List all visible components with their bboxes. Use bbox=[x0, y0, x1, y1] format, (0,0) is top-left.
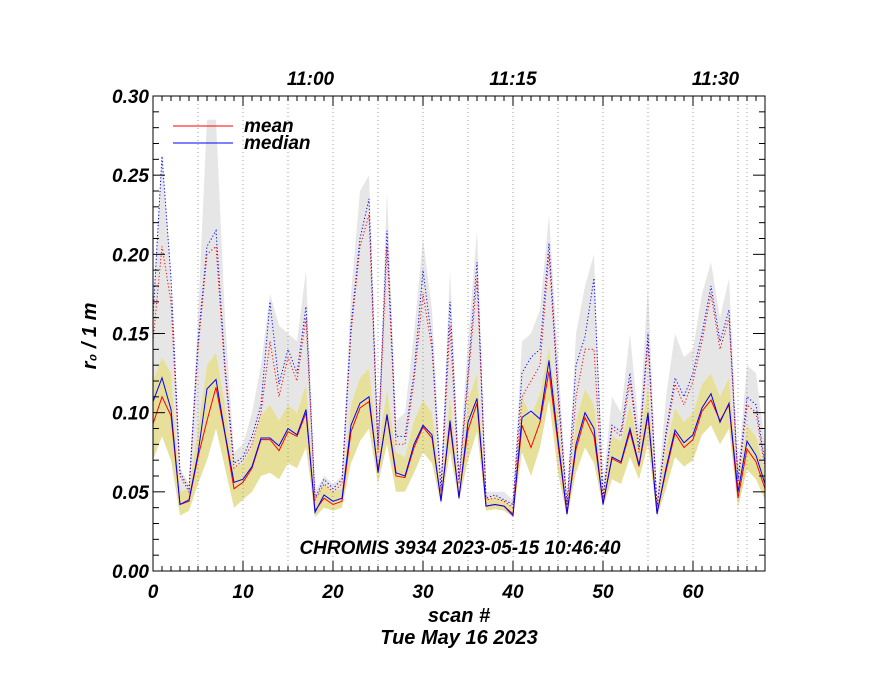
y-tick-label: 0.30 bbox=[112, 87, 149, 108]
x-axis-title: scan # bbox=[428, 605, 491, 627]
y-tick-label: 0.05 bbox=[112, 483, 149, 504]
y-tick-label: 0.00 bbox=[112, 562, 149, 583]
y-tick-label: 0.15 bbox=[112, 325, 149, 346]
y-tick-label: 0.10 bbox=[112, 404, 149, 425]
top-time-label: 11:15 bbox=[489, 69, 537, 90]
x-tick-label: 50 bbox=[592, 582, 614, 603]
spread-bands bbox=[153, 119, 765, 518]
axis-ticks bbox=[152, 95, 766, 572]
axis-tick-labels: 0 10 20 30 40 50 60 0.00 0.05 0.10 0.15 0.20 0.25 0.3… bbox=[112, 87, 704, 603]
band-lower-spread bbox=[153, 346, 765, 518]
x-tick-label: 30 bbox=[412, 582, 434, 603]
top-time-label: 11:30 bbox=[692, 69, 740, 90]
legend-median-label: median bbox=[244, 133, 311, 154]
x-tick-label: 60 bbox=[682, 582, 704, 603]
top-axis-labels: 11:00 11:15 11:30 bbox=[287, 69, 740, 90]
band-upper-spread bbox=[153, 119, 765, 508]
chart-title: CHROMIS 3934 2023-05-15 10:46:40 bbox=[299, 538, 621, 559]
series-lines bbox=[152, 156, 766, 517]
y-tick-label: 0.25 bbox=[112, 166, 149, 187]
x-tick-label: 40 bbox=[501, 582, 524, 603]
x-tick-label: 0 bbox=[148, 582, 159, 603]
x-tick-label: 20 bbox=[321, 582, 344, 603]
series-median-upper bbox=[152, 156, 766, 507]
x-tick-label: 10 bbox=[232, 582, 254, 603]
legend: mean median bbox=[173, 116, 311, 154]
y-tick-label: 0.20 bbox=[112, 245, 149, 266]
y-axis-title: r₀ / 1 m bbox=[79, 303, 101, 370]
series-median bbox=[152, 360, 766, 517]
x-axis-date: Tue May 16 2023 bbox=[380, 627, 538, 649]
top-time-label: 11:00 bbox=[287, 69, 335, 90]
legend-mean-label: mean bbox=[244, 116, 294, 137]
